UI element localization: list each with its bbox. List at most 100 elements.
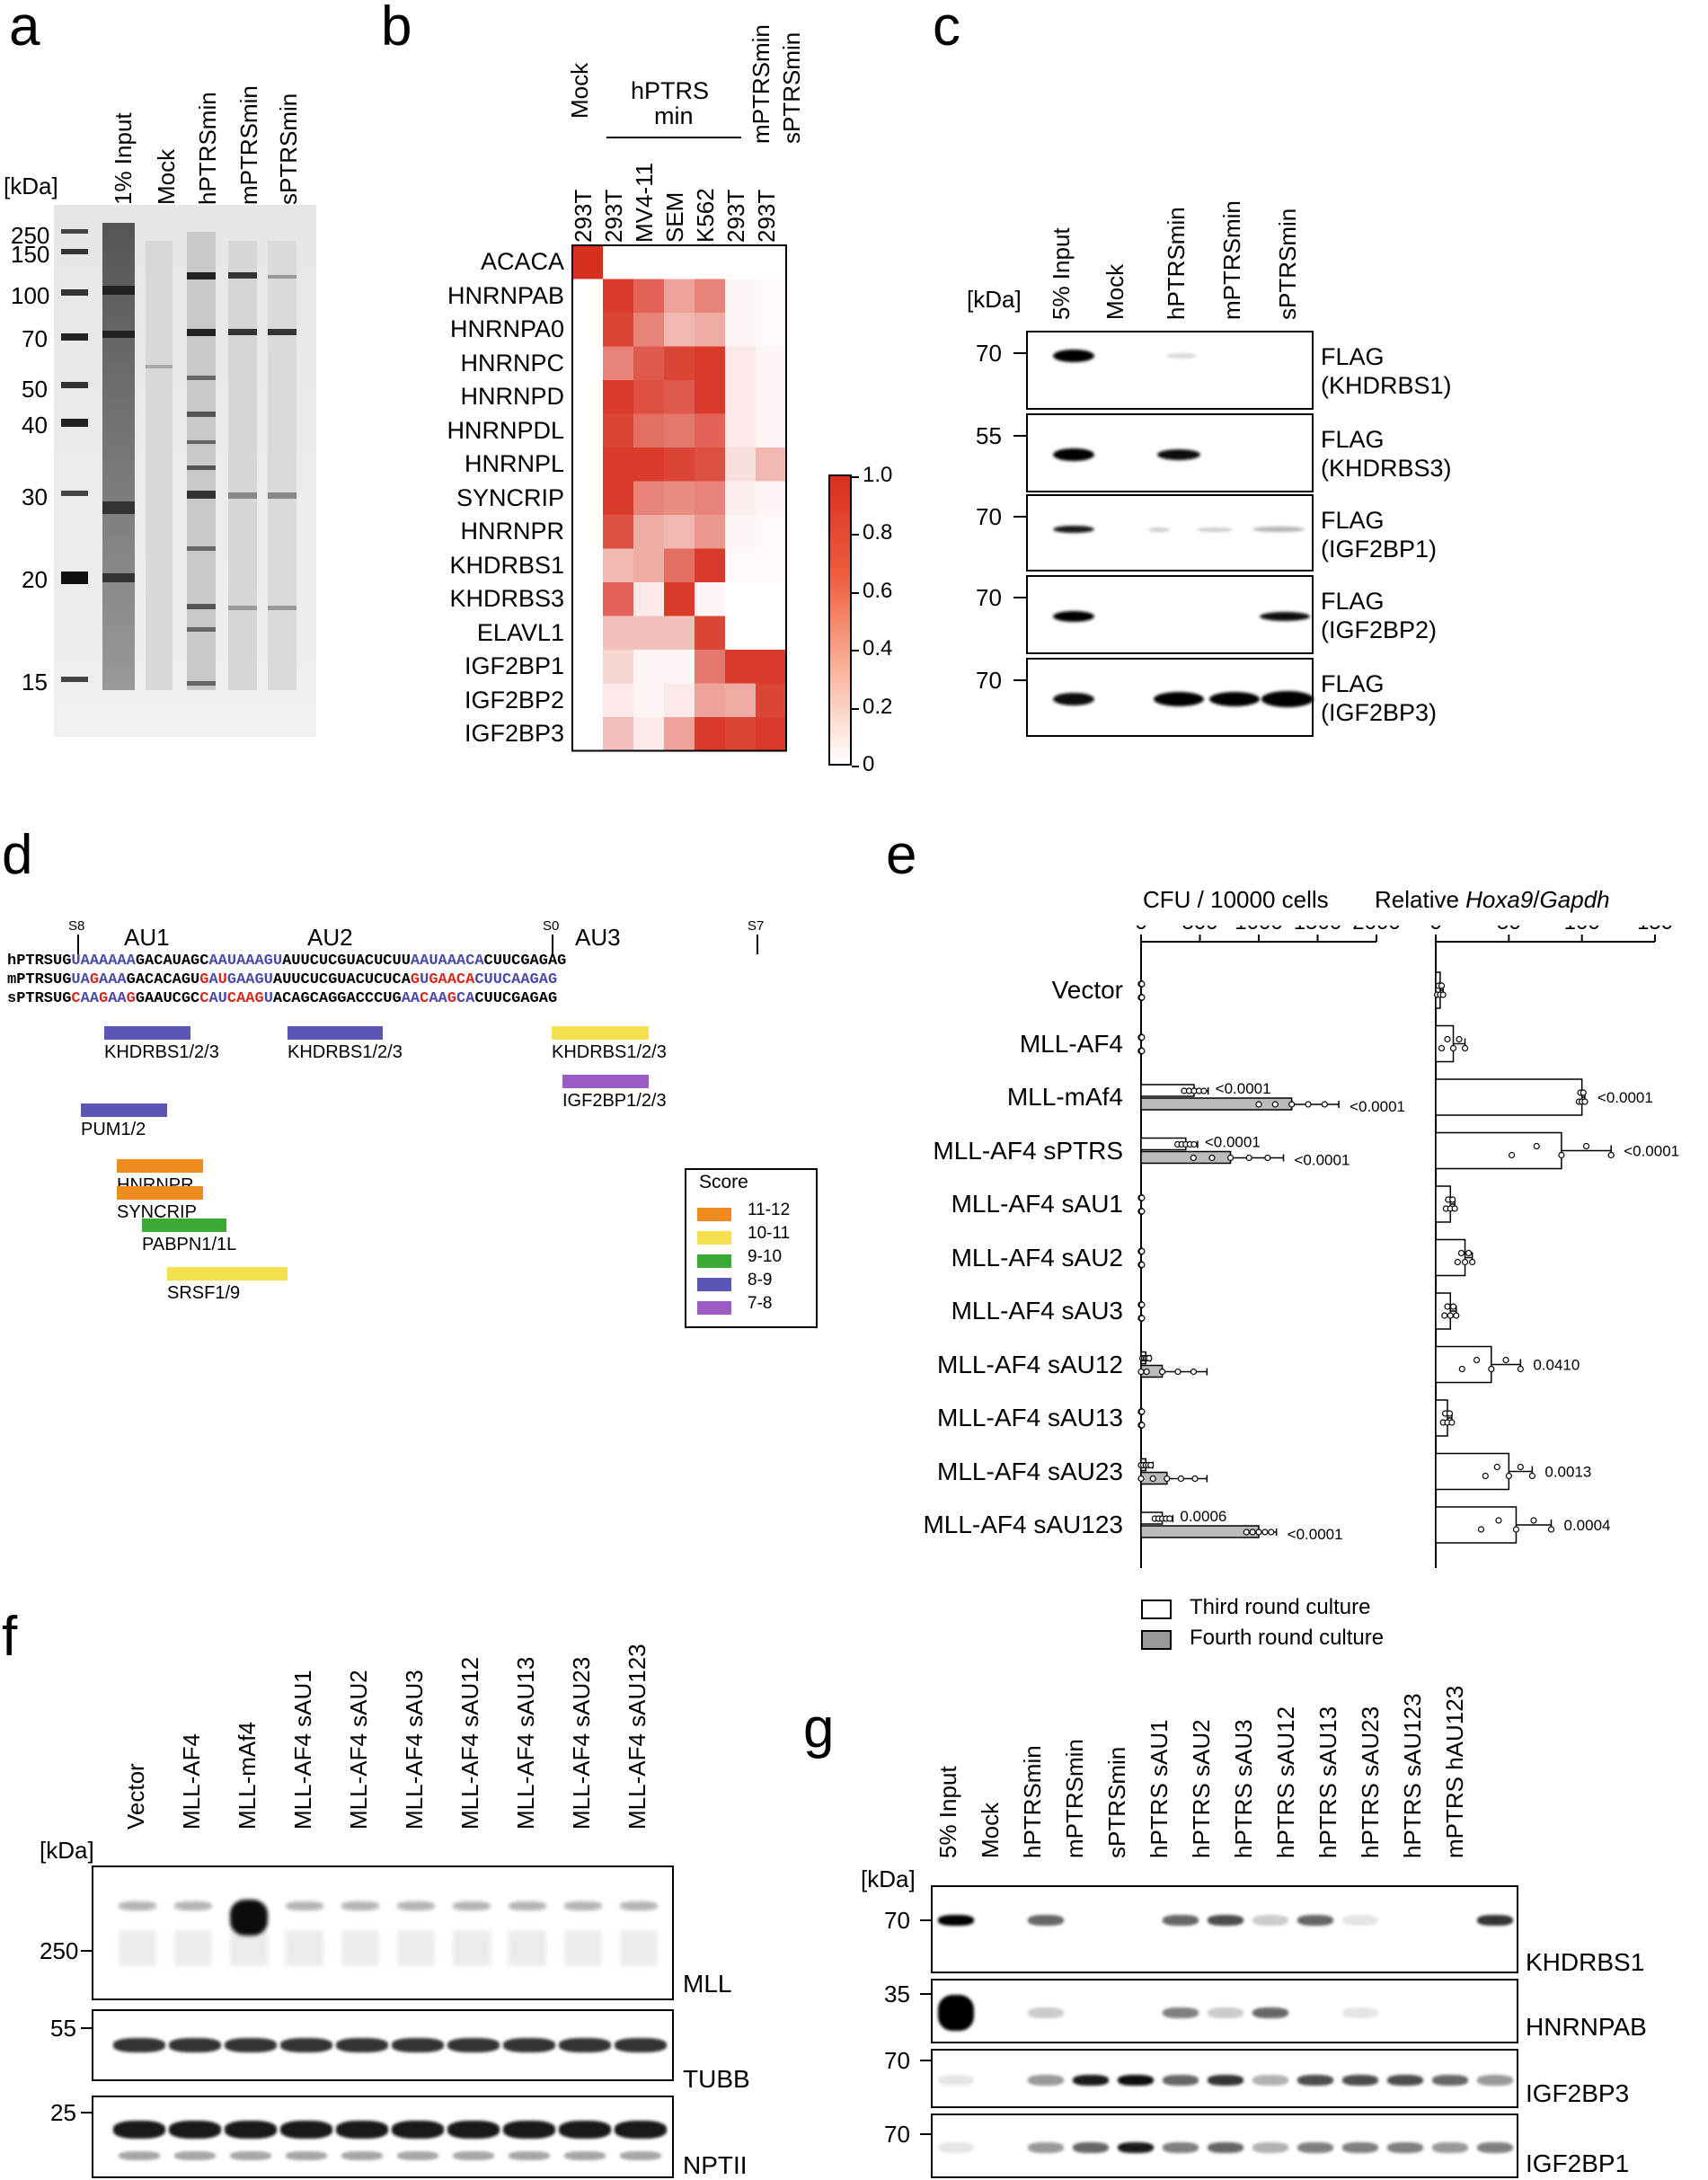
heatmap-cell (603, 413, 633, 448)
heatmap-cell (603, 448, 633, 482)
heatmap-cell (572, 683, 603, 717)
blot-label: HNRNPAB (1526, 2013, 1647, 2041)
protein-band (615, 2038, 667, 2052)
cell-label: 293T (753, 189, 780, 243)
kda-unit-a: [kDa] (4, 173, 58, 199)
title-pre: Relative (1375, 886, 1466, 913)
sequence-segment: GAAUCGC (135, 990, 200, 1007)
heatmap-cell (664, 448, 695, 482)
protein-band (559, 2121, 611, 2139)
colorbar-tick-label: 0.4 (863, 636, 893, 661)
binding-site-bar (167, 1267, 288, 1281)
data-point (1438, 1044, 1446, 1052)
marker-label: 15 (22, 669, 48, 696)
p-value: <0.0001 (1624, 1143, 1679, 1160)
protein-band (392, 2121, 444, 2139)
protein-band (1028, 2075, 1064, 2086)
blot-label: (IGF2BP2) (1321, 616, 1438, 643)
heatmap-cell (725, 616, 756, 650)
x-tick-label: 1000 (1235, 926, 1282, 935)
western-blot (92, 1865, 674, 2000)
mw-label: 70 (884, 2047, 910, 2074)
protein-band (1261, 691, 1314, 707)
blot-label: TUBB (683, 2065, 750, 2093)
sequence-segment: GACAUAGC (135, 953, 209, 970)
bar-hoxa9 (1435, 1292, 1452, 1330)
marker-label: 50 (22, 376, 48, 403)
data-point (1164, 1475, 1171, 1483)
data-point (1495, 1517, 1502, 1524)
lane-label-g: hPTRS sAU123 (1399, 1693, 1426, 1858)
data-point (1143, 1368, 1150, 1376)
mw-label: 70 (884, 2121, 910, 2148)
protein-band (174, 1901, 212, 1910)
protein-band (503, 2038, 555, 2052)
category-label: MLL-AF4 sAU1 (951, 1190, 1123, 1218)
protein-band (1073, 2142, 1109, 2153)
protein-band (230, 2151, 271, 2160)
heatmap-cell (756, 650, 786, 684)
site-label: S8 (68, 918, 85, 934)
blot-label: IGF2BP1 (1526, 2149, 1630, 2177)
data-point (1138, 1247, 1146, 1255)
heatmap-cell (756, 548, 786, 582)
protein-band (1053, 350, 1094, 362)
data-point (1453, 1312, 1460, 1319)
heatmap-cell (572, 515, 603, 549)
lane-label-a: sPTRSmin (275, 93, 302, 205)
protein-band (169, 2121, 221, 2139)
protein-band (447, 2121, 500, 2139)
score-swatch (697, 1278, 731, 1291)
binding-site-bar (81, 1103, 167, 1117)
lane-label-g: mPTRSmin (1061, 1739, 1088, 1858)
sequence-segment: G (126, 990, 136, 1007)
mw-label: 55 (50, 2015, 76, 2042)
colorbar-tick-label: 0.2 (863, 694, 893, 719)
hoxa9-title: Relative Hoxa9/Gapdh (1375, 886, 1610, 914)
heatmap-cell (756, 448, 786, 482)
mw-label: 70 (976, 667, 1002, 694)
data-point (1449, 1303, 1457, 1310)
score-label: 8-9 (748, 1271, 773, 1289)
mw-label: 250 (40, 1937, 79, 1964)
protein-band (1028, 2142, 1064, 2153)
heatmap-cell (756, 616, 786, 650)
bar-hoxa9 (1435, 1131, 1562, 1170)
sequence-segment: UAAAAAA (71, 953, 136, 970)
protein-band (1053, 611, 1094, 622)
protein-band (1148, 527, 1170, 532)
col-header-group-l2: min (654, 102, 694, 129)
heatmap-cell (695, 616, 725, 650)
heatmap-cell (756, 515, 786, 549)
cell-label: 293T (570, 189, 597, 243)
data-point (1581, 1098, 1589, 1105)
heatmap-cell (695, 313, 725, 347)
western-blot (1026, 494, 1314, 572)
data-point (1138, 1422, 1146, 1429)
lane-label-g: hPTRS sAU23 (1357, 1706, 1384, 1858)
heatmap-cell (664, 279, 695, 313)
data-point (1456, 1035, 1463, 1043)
western-blot (931, 2049, 1518, 2108)
protein-band (225, 2121, 277, 2139)
site-tick (77, 935, 79, 954)
heatmap-cell (756, 413, 786, 448)
western-blot (931, 1885, 1518, 1973)
protein-band (1477, 2075, 1513, 2086)
category-label: MLL-AF4 sAU2 (951, 1243, 1123, 1272)
data-point (1451, 1205, 1458, 1212)
kda-unit-g: [kDa] (861, 1865, 916, 1892)
sequence-segment: U (217, 971, 227, 988)
binding-site-label: KHDRBS1/2/3 (552, 1042, 667, 1062)
heatmap-row-label: HNRNPD (460, 383, 564, 410)
protein-band (113, 2038, 165, 2052)
protein-band (113, 2121, 165, 2139)
site-tick (552, 935, 553, 954)
au-label: AU1 (124, 924, 170, 951)
data-point (1138, 1033, 1146, 1041)
p-value: 0.0013 (1544, 1464, 1591, 1481)
protein-smear (564, 1930, 602, 1966)
marker-label: 250 (11, 222, 50, 249)
bar-hoxa9 (1435, 1238, 1466, 1277)
protein-band (1432, 2142, 1468, 2153)
